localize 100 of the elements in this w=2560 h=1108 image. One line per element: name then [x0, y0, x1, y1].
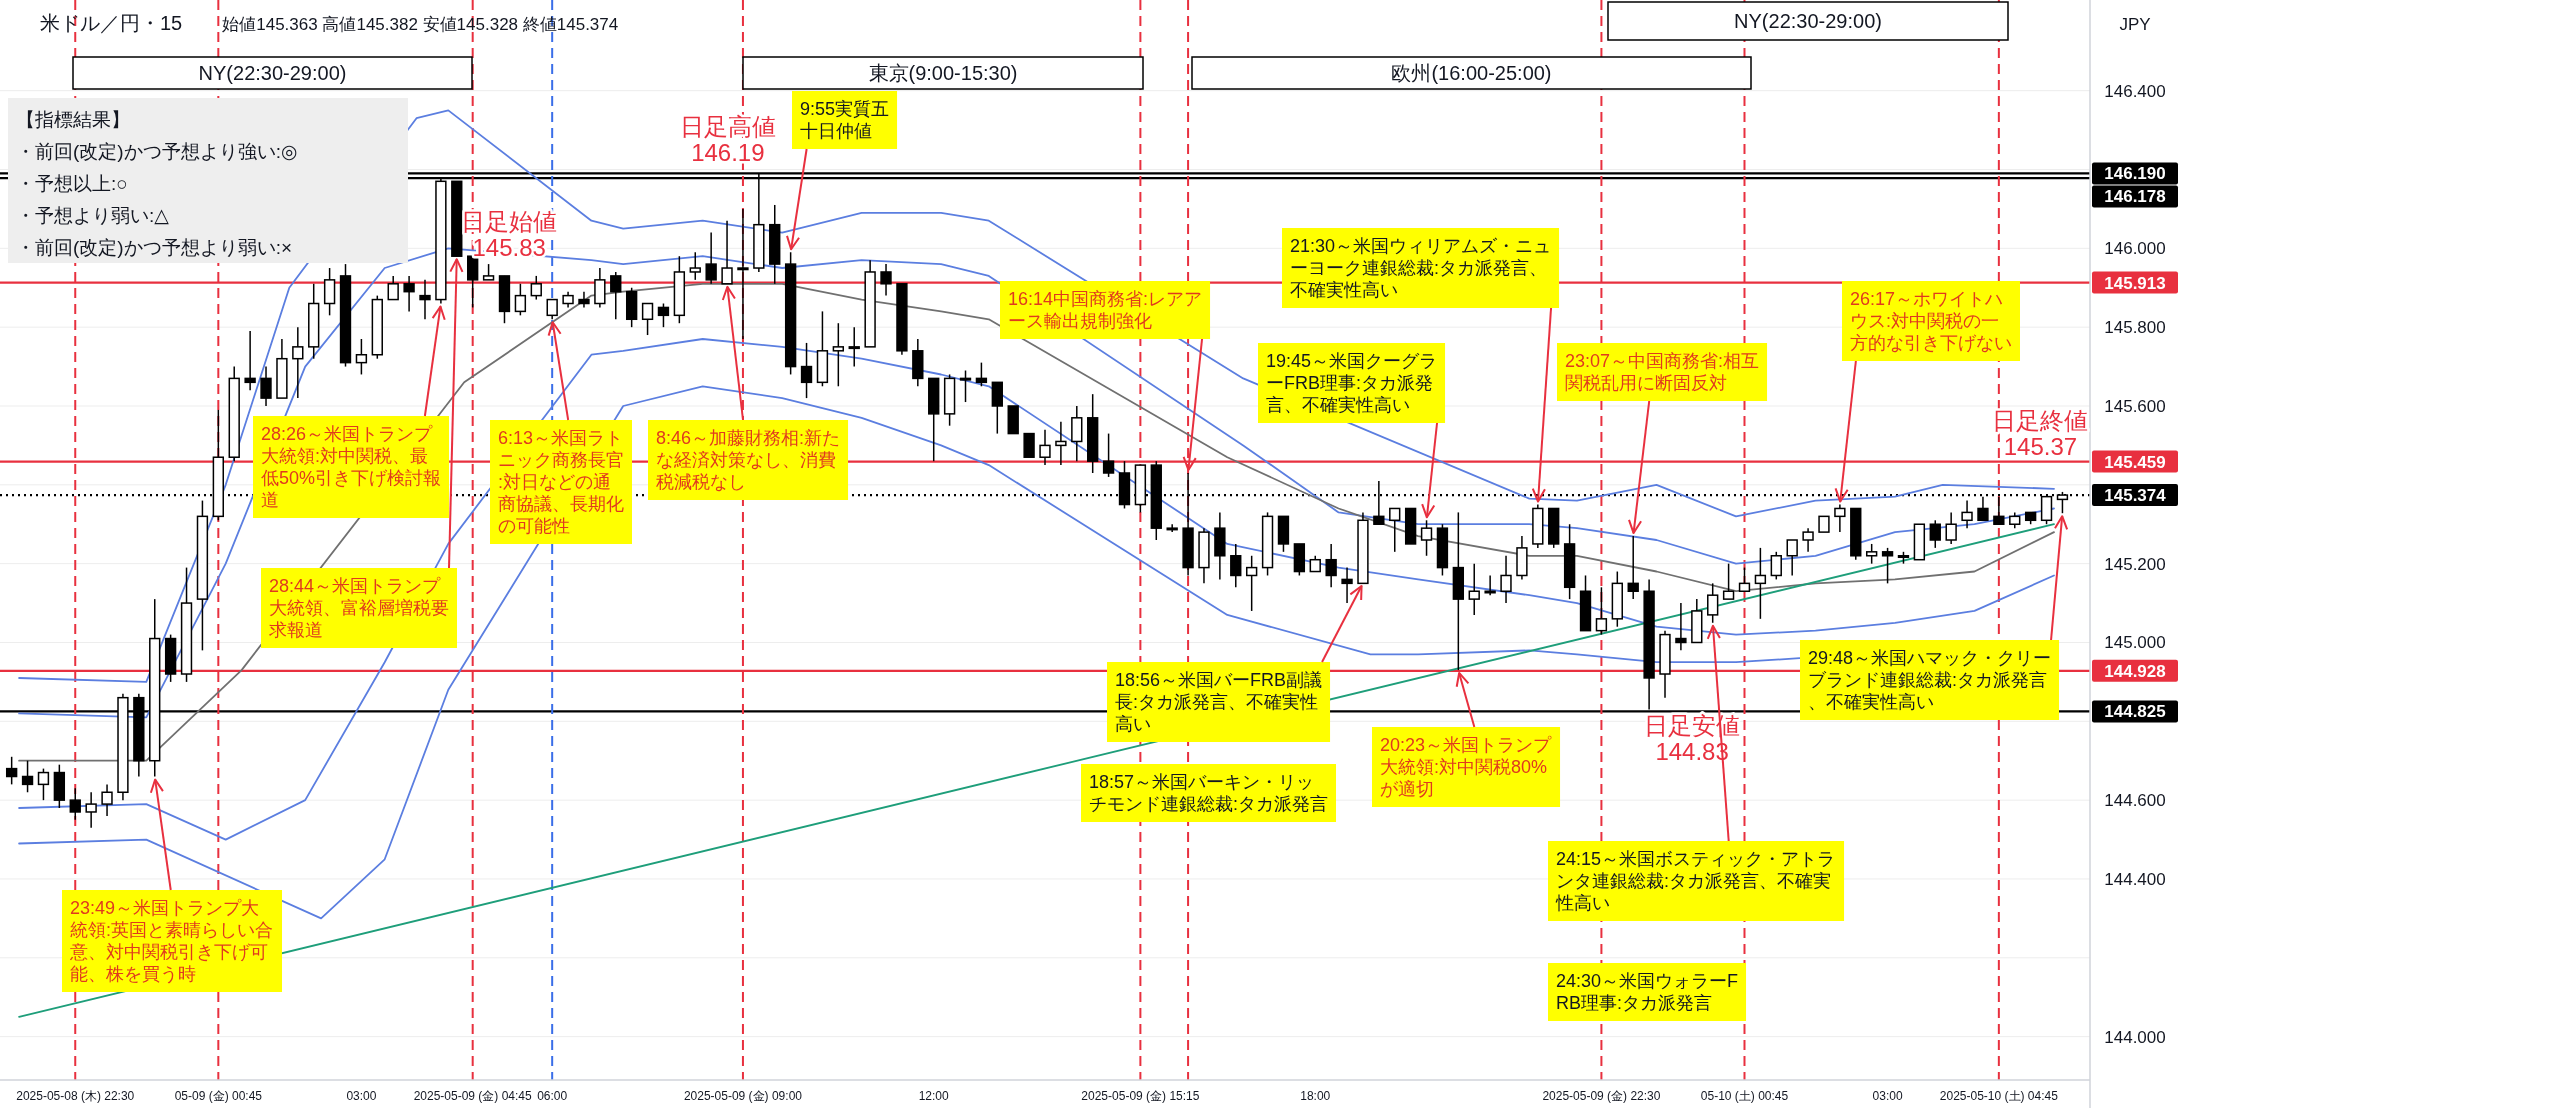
- y-tick-label: 145.600: [2104, 396, 2166, 416]
- candlestick: [2056, 491, 2069, 514]
- x-tick-label: 12:00: [918, 1089, 950, 1103]
- y-tick-label: 144.600: [2104, 791, 2166, 811]
- ref-line-label: 144.825: [2104, 702, 2166, 722]
- candlestick: [1707, 582, 1719, 624]
- candlestick: [800, 342, 813, 399]
- annotation: ・前回(改定)かつ予想より弱い:×: [16, 237, 293, 258]
- ref-line-label: 144.928: [2104, 661, 2166, 681]
- candlestick: [260, 365, 272, 407]
- candlestick: [832, 322, 845, 388]
- ref-line-label: 145.459: [2104, 452, 2166, 472]
- candlestick: [1834, 503, 1846, 533]
- annotation: 8:46～加藤財務相:新たな経済対策なし、消費税減税なし: [656, 427, 841, 492]
- candlestick: [85, 791, 97, 829]
- candlestick: [403, 275, 415, 313]
- candlestick: [1802, 527, 1814, 553]
- annotation: 【指標結果】: [16, 109, 130, 130]
- y-tick-label: 146.400: [2104, 81, 2166, 101]
- candlestick: [514, 283, 527, 317]
- annotation: 26:17～ホワイトハウス:対中関税の一方的な引き下げない: [1850, 288, 2012, 353]
- x-tick-label: 2025-05-09 (金) 09:00: [683, 1089, 803, 1103]
- x-tick-label: 05-10 (土) 00:45: [1700, 1089, 1789, 1103]
- ref-line-label: 146.178: [2104, 187, 2166, 207]
- candlestick: [657, 302, 670, 328]
- annotation: 16:14中国商務省:レアアース輸出規制強化: [1008, 288, 1203, 331]
- ref-line-label: 145.913: [2104, 273, 2166, 293]
- candlestick: [37, 767, 50, 801]
- annotation: 18:56～米国バーFRB副議長:タカ派発言、不確実性高い: [1115, 669, 1323, 734]
- text: 始値145.363 高値145.382 安値145.328 終値145.374: [222, 15, 619, 34]
- x-tick-label: 06:00: [537, 1089, 568, 1103]
- candlestick: [355, 338, 368, 376]
- y-axis-title: JPY: [2119, 15, 2151, 34]
- candlestick: [1484, 574, 1496, 596]
- candlestick: [1866, 543, 1878, 565]
- y-tick-label: 144.400: [2104, 869, 2166, 889]
- candlestick: [880, 263, 892, 297]
- x-tick-label: 2025-05-08 (木) 22:30: [16, 1089, 135, 1103]
- y-tick-label: 145.200: [2104, 554, 2166, 574]
- annotation: 9:55実質五十日仲値: [800, 98, 890, 141]
- candlestick: [1595, 586, 1608, 636]
- candlestick: [546, 298, 558, 321]
- candlestick: [1929, 519, 1941, 549]
- candlestick: [1770, 551, 1782, 581]
- candlestick: [530, 275, 542, 301]
- candlestick: [467, 255, 479, 309]
- annotation: NY(22:30-29:00): [1734, 10, 1882, 32]
- candlestick: [1039, 428, 1051, 466]
- candlestick: [1245, 555, 1258, 612]
- annotation: 21:30～米国ウィリアムズ・ニューヨーク連銀総裁:タカ派発言、不確実性高い: [1290, 235, 1552, 300]
- annotation: ・前回(改定)かつ予想より強い:◎: [16, 141, 298, 162]
- candlestick: [1055, 421, 1067, 466]
- y-tick-label: 145.000: [2104, 633, 2166, 653]
- candlestick: [21, 759, 34, 794]
- candlestick: [292, 326, 304, 399]
- candlestick: [323, 267, 336, 317]
- annotation: ・予想以上:○: [16, 173, 128, 194]
- candlestick: [1023, 432, 1035, 458]
- candlestick: [419, 279, 431, 321]
- annotation: 日足高値146.19: [679, 113, 776, 167]
- candlestick: [1977, 495, 1989, 522]
- candlestick: [1102, 432, 1115, 478]
- candlestick: [101, 783, 113, 817]
- candlestick: [1468, 562, 1480, 616]
- ref-line-label: 146.190: [2104, 164, 2166, 184]
- candlestick: [594, 267, 606, 309]
- candlestick: [610, 271, 622, 321]
- annotation: 23:07～中国商務省:相互関税乱用に断固反対: [1565, 350, 1760, 393]
- candlestick: [387, 275, 399, 301]
- candlestick: [1500, 555, 1512, 604]
- candlestick: [721, 219, 733, 285]
- annotation: NY(22:30-29:00): [198, 62, 347, 84]
- x-tick-label: 2025-05-09 (金) 04:45: [413, 1089, 533, 1103]
- candlestick: [1961, 499, 1973, 529]
- candlestick: [1325, 543, 1337, 589]
- candlestick: [991, 381, 1003, 435]
- annotation: 19:45～米国クーグラーFRB理事:タカ派発言、不確実性高い: [1266, 350, 1438, 415]
- candlestick: [975, 361, 988, 388]
- x-tick-label: 2025-05-09 (金) 22:30: [1542, 1089, 1661, 1103]
- x-tick-label: 05-09 (金) 00:45: [174, 1089, 263, 1103]
- annotation: 28:44～米国トランプ大統領、富裕層増税要求報道: [269, 575, 449, 640]
- candlestick: [689, 251, 701, 281]
- candlestick: [1786, 539, 1798, 577]
- candlestick: [244, 330, 256, 391]
- candlestick: [1627, 535, 1639, 600]
- annotation: 東京(9:00-15:30): [868, 62, 1018, 84]
- annotation: 29:48～米国ハマック・クリーブランド連銀総裁:タカ派発言、不確実性高い: [1808, 647, 2052, 712]
- candlestick: [5, 756, 18, 786]
- candlestick: [1389, 507, 1401, 553]
- candlestick: [69, 787, 81, 821]
- y-tick-label: 144.000: [2104, 1027, 2166, 1047]
- candlestick: [848, 326, 860, 368]
- x-tick-label: 18:00: [1300, 1089, 1331, 1103]
- annotation: 欧州(16:00-25:00): [1391, 62, 1552, 84]
- candlestick: [641, 302, 654, 336]
- candlestick: [1738, 566, 1751, 592]
- candlestick: [959, 369, 972, 403]
- annotation: 24:30～米国ウォラーFRB理事:タカ派発言: [1556, 970, 1739, 1013]
- y-tick-label: 146.000: [2104, 239, 2166, 259]
- candlestick: [1420, 519, 1433, 557]
